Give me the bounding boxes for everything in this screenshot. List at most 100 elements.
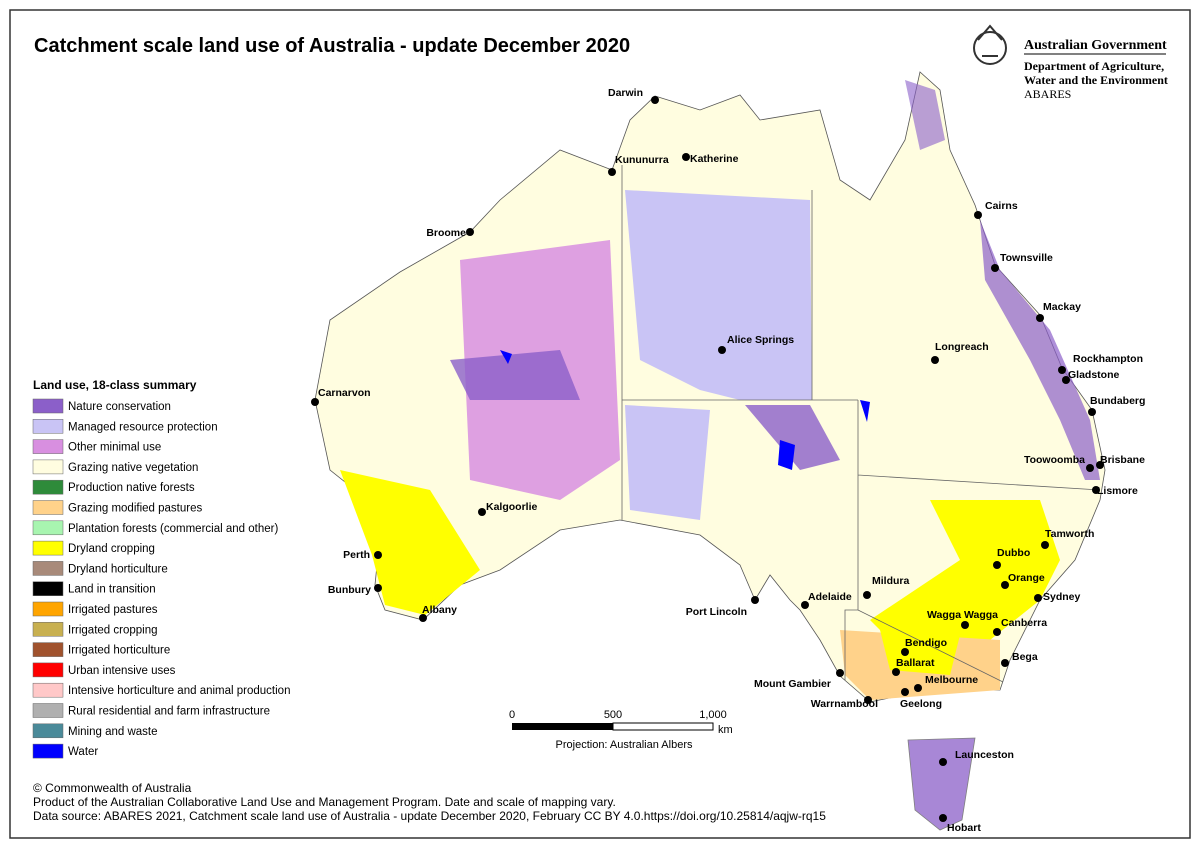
city-label: Alice Springs <box>727 334 794 346</box>
city-label: Wagga Wagga <box>927 609 998 621</box>
city-marker <box>466 228 474 236</box>
agency: ABARES <box>1024 87 1071 101</box>
legend-label: Production native forests <box>68 482 195 494</box>
legend-swatch <box>32 703 64 718</box>
city-label: Ballarat <box>896 657 935 669</box>
legend-label: Irrigated cropping <box>68 624 158 636</box>
department: Water and the Environment <box>1024 73 1168 87</box>
city-label: Gladstone <box>1068 369 1120 381</box>
city-label: Cairns <box>985 200 1018 212</box>
government-logo: Australian Government Department of Agri… <box>973 24 1168 101</box>
legend-label: Grazing modified pastures <box>68 503 202 515</box>
city-marker <box>836 669 844 677</box>
city-marker <box>374 551 382 559</box>
legend-label: Plantation forests (commercial and other… <box>68 523 278 535</box>
city-marker <box>901 688 909 696</box>
legend-swatch <box>32 622 64 637</box>
city-marker <box>311 398 319 406</box>
city-label: Bunbury <box>328 584 371 596</box>
gov-name: Australian Government <box>1024 38 1167 53</box>
region-conservation <box>450 350 580 400</box>
region-coast <box>980 220 1100 480</box>
city-marker <box>863 591 871 599</box>
scale-segment <box>612 722 714 731</box>
city-marker <box>1001 581 1009 589</box>
city-marker <box>608 168 616 176</box>
region-cropping <box>340 470 480 615</box>
scale-segment <box>512 723 613 730</box>
city-label: Mildura <box>872 575 909 587</box>
scale-label: 1,000 <box>699 709 727 721</box>
city-label: Port Lincoln <box>686 606 747 618</box>
city-marker <box>1041 541 1049 549</box>
legend-swatch <box>32 520 64 536</box>
city-label: Hobart <box>947 822 981 834</box>
city-marker <box>901 648 909 656</box>
city-marker <box>1058 366 1066 374</box>
city-marker <box>1088 408 1096 416</box>
city-label: Brisbane <box>1100 454 1145 466</box>
city-marker <box>682 153 690 161</box>
legend-swatch <box>32 500 64 515</box>
city-marker <box>974 211 982 219</box>
legend-swatch <box>32 561 64 576</box>
city-marker <box>718 346 726 354</box>
city-label: Longreach <box>935 341 989 353</box>
city-label: Melbourne <box>925 674 978 686</box>
city-label: Carnarvon <box>318 387 371 399</box>
region-capeyork <box>905 80 945 150</box>
crest-detail <box>977 24 1003 57</box>
city-label: Darwin <box>608 87 643 99</box>
city-label: Geelong <box>900 698 942 710</box>
title: Catchment scale land use of Australia - … <box>34 35 630 57</box>
footer-line: Product of the Australian Collaborative … <box>33 795 616 809</box>
city-label: Townsville <box>1000 252 1053 264</box>
city-label: Bendigo <box>905 637 947 649</box>
legend-label: Rural residential and farm infrastructur… <box>68 706 270 718</box>
city-marker <box>651 96 659 104</box>
city-label: Bega <box>1012 651 1038 663</box>
city-marker <box>478 508 486 516</box>
city-label: Dubbo <box>997 547 1030 559</box>
legend-label: Intensive horticulture and animal produc… <box>68 685 290 697</box>
legend-swatch <box>32 419 64 434</box>
city-marker <box>1062 376 1070 384</box>
city-label: Orange <box>1008 572 1045 584</box>
city-label: Toowoomba <box>1024 454 1085 466</box>
city-marker <box>939 814 947 822</box>
city-label: Sydney <box>1043 591 1081 603</box>
footer-line: Data source: ABARES 2021, Catchment scal… <box>33 809 826 823</box>
city-label: Launceston <box>955 749 1014 761</box>
city-label: Kununurra <box>615 154 669 166</box>
city-marker <box>991 264 999 272</box>
city-marker <box>864 696 872 704</box>
legend-title: Land use, 18-class summary <box>33 378 197 392</box>
city-marker <box>1001 659 1009 667</box>
footer-line: © Commonwealth of Australia <box>33 781 192 795</box>
legend-swatch <box>32 459 64 475</box>
city-label: Adelaide <box>808 591 852 603</box>
legend-swatch <box>32 540 64 556</box>
city-marker <box>931 356 939 364</box>
legend-label: Dryland horticulture <box>68 563 168 575</box>
city-label: Mackay <box>1043 301 1081 313</box>
city-marker <box>374 584 382 592</box>
state-borders <box>621 165 1101 683</box>
city-marker <box>1036 314 1044 322</box>
city-marker <box>1034 594 1042 602</box>
projection: Projection: Australian Albers <box>556 739 693 751</box>
legend-swatch <box>32 662 64 678</box>
legend-label: Other minimal use <box>68 442 161 454</box>
scale-label: 500 <box>604 709 622 721</box>
city-label: Broome <box>426 227 466 239</box>
city-label: Warrnambool <box>811 698 878 710</box>
city-marker <box>892 668 900 676</box>
legend-swatch <box>32 479 64 495</box>
city-marker <box>914 684 922 692</box>
scale-label: 0 <box>509 709 515 721</box>
city-label: Katherine <box>690 153 739 165</box>
legend-swatch <box>32 581 64 596</box>
legend-label: Managed resource protection <box>68 421 218 433</box>
